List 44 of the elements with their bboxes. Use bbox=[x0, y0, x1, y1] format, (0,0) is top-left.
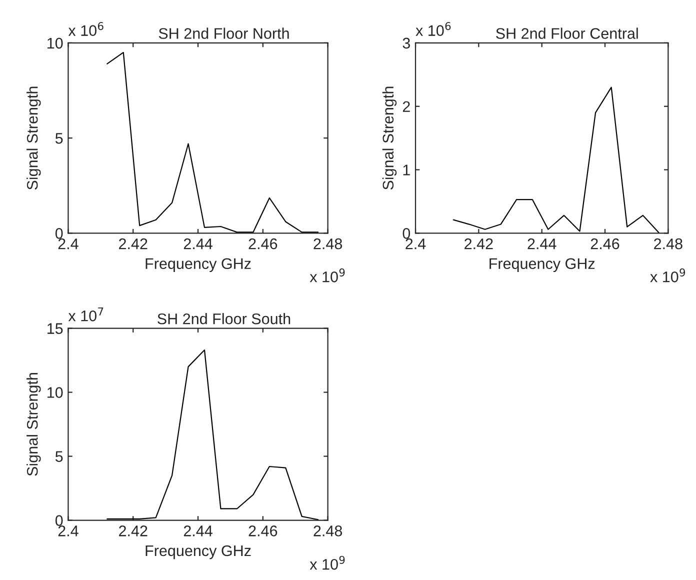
x-tick-label: 2.4 bbox=[58, 238, 78, 250]
x-tick-label: 2.42 bbox=[464, 238, 493, 250]
chart-title: SH 2nd Floor South bbox=[158, 313, 290, 324]
x-tick-label: 2.42 bbox=[119, 238, 148, 250]
y-tick-label: 1 bbox=[403, 164, 410, 176]
text: x 10$^{6}$ bbox=[68, 22, 104, 36]
chart-title: SH 2nd Floor North bbox=[158, 28, 289, 39]
y-axis-title: Signal Strength bbox=[26, 86, 41, 190]
x-tick-label: 2.48 bbox=[654, 238, 682, 250]
x-tick-label: 2.48 bbox=[314, 238, 342, 250]
y-tick-label: 0 bbox=[55, 228, 63, 239]
y-tick-label: 10 bbox=[48, 38, 63, 49]
x-axis-title: Frequency GHz bbox=[490, 258, 595, 272]
line-series bbox=[106, 52, 319, 233]
x-axis-title: Frequency GHz bbox=[146, 545, 251, 560]
x-tick-label: 2.46 bbox=[248, 526, 278, 536]
x-axis-title: Frequency GHz bbox=[146, 258, 251, 272]
y-tick-label: 2 bbox=[402, 101, 410, 112]
y-tick-label: 0 bbox=[55, 515, 63, 526]
x-tick-label: 2.4 bbox=[406, 238, 426, 250]
y-axis-title: Signal Strength bbox=[26, 373, 41, 476]
y-axis-title: Signal Strength bbox=[382, 86, 397, 190]
text: x 10$^{9}$ bbox=[310, 556, 345, 570]
x-tick-label: 2.44 bbox=[184, 526, 212, 536]
text: x 10$^{6}$ bbox=[416, 22, 451, 36]
y-tick-label: 5 bbox=[55, 451, 63, 462]
y-tick-label: 5 bbox=[55, 133, 63, 144]
y-tick-label: 3 bbox=[402, 38, 410, 49]
y-tick-label: 15 bbox=[48, 323, 63, 334]
line-series bbox=[452, 86, 660, 234]
line-series bbox=[106, 349, 319, 520]
x-tick-label: 2.46 bbox=[248, 238, 278, 250]
x-tick-label: 2.46 bbox=[590, 238, 620, 250]
x-tick-label: 2.44 bbox=[528, 238, 556, 250]
text: x 10$^{9}$ bbox=[310, 268, 345, 282]
x-tick-label: 2.48 bbox=[314, 526, 342, 536]
y-tick-label: 0 bbox=[402, 228, 410, 239]
x-tick-label: 2.42 bbox=[119, 526, 148, 536]
x-tick-label: 2.44 bbox=[184, 238, 212, 250]
text: x 10$^{9}$ bbox=[650, 268, 686, 282]
chart-title: SH 2nd Floor Central bbox=[496, 28, 638, 39]
text: x 10$^{7}$ bbox=[68, 308, 104, 322]
y-tick-label: 10 bbox=[48, 387, 63, 398]
x-tick-label: 2.4 bbox=[58, 526, 78, 536]
